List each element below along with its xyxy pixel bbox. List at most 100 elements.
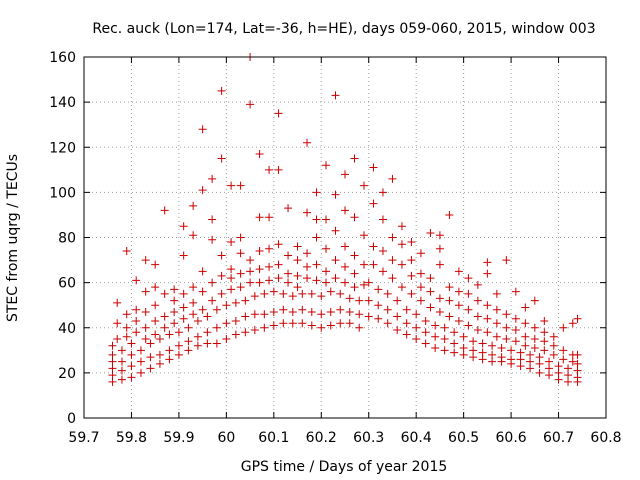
data-point [189, 298, 198, 307]
x-tick-label: 60 [217, 430, 235, 446]
data-point [303, 274, 312, 283]
data-point [303, 138, 312, 147]
data-point [435, 231, 444, 240]
data-point [412, 335, 421, 344]
data-point [407, 256, 416, 265]
x-tick-label: 60.7 [543, 430, 574, 446]
data-point [108, 371, 117, 380]
data-point [464, 305, 473, 314]
data-point [511, 326, 520, 335]
data-point [227, 285, 236, 294]
data-point [170, 319, 179, 328]
x-tick-label: 59.7 [68, 430, 99, 446]
data-point [545, 364, 554, 373]
y-tick-labels: 0 20 40 60 80 100 120 140 160 [49, 50, 76, 427]
data-point [359, 280, 368, 289]
chart-title: Rec. auck (Lon=174, Lat=-36, h=HE), days… [92, 21, 595, 37]
data-point [260, 289, 269, 298]
data-point [250, 292, 259, 301]
data-point [364, 312, 373, 321]
data-point [431, 321, 440, 330]
data-point [155, 335, 164, 344]
data-point [246, 267, 255, 276]
data-point [236, 269, 245, 278]
data-point [345, 307, 354, 316]
data-point [274, 240, 283, 249]
data-point [431, 344, 440, 353]
data-point [464, 274, 473, 283]
data-point [160, 312, 169, 321]
data-point [317, 310, 326, 319]
data-point [416, 269, 425, 278]
data-point [284, 269, 293, 278]
data-point [203, 339, 212, 348]
data-point [279, 289, 288, 298]
data-point [502, 256, 511, 265]
data-point [298, 305, 307, 314]
data-point [293, 271, 302, 280]
data-point [269, 307, 278, 316]
data-point [573, 373, 582, 382]
data-point [483, 314, 492, 323]
data-point [307, 307, 316, 316]
data-point [402, 305, 411, 314]
data-point [274, 274, 283, 283]
data-point [421, 316, 430, 325]
data-point [132, 316, 141, 325]
data-point [198, 267, 207, 276]
data-point [208, 215, 217, 224]
data-point [331, 256, 340, 265]
data-point [174, 341, 183, 350]
data-point [469, 346, 478, 355]
data-point [440, 323, 449, 332]
data-point [331, 91, 340, 100]
data-point [165, 346, 174, 355]
data-point [255, 213, 264, 222]
data-point [341, 242, 349, 251]
data-point [312, 188, 321, 197]
data-point [488, 357, 497, 366]
data-point [369, 163, 378, 172]
data-point [473, 326, 482, 335]
data-point [521, 319, 530, 328]
data-point [374, 301, 383, 310]
data-point [269, 287, 278, 296]
data-point [136, 368, 145, 377]
y-tick-label: 0 [67, 411, 76, 427]
data-point [160, 289, 169, 298]
data-point [208, 174, 217, 183]
data-point [355, 296, 364, 305]
data-point [445, 312, 454, 321]
data-point [459, 332, 468, 341]
data-point [526, 357, 535, 366]
data-point [364, 278, 373, 287]
data-point [535, 368, 544, 377]
data-point [246, 256, 255, 265]
data-point [170, 285, 179, 294]
data-point [445, 296, 454, 305]
data-point [549, 341, 558, 350]
data-point [483, 301, 492, 310]
data-point [350, 251, 359, 260]
data-point [241, 296, 250, 305]
data-point [217, 251, 226, 260]
data-point [184, 337, 193, 346]
data-point [193, 341, 202, 350]
data-point [322, 267, 331, 276]
data-point [393, 326, 402, 335]
data-point [440, 346, 449, 355]
data-point [469, 353, 478, 362]
data-point [122, 247, 131, 256]
data-point [516, 355, 525, 364]
data-point [535, 353, 544, 362]
data-point [497, 353, 506, 362]
data-point [141, 287, 150, 296]
data-point [540, 316, 549, 325]
data-point [378, 247, 387, 256]
data-point [412, 323, 421, 332]
data-point [469, 337, 478, 346]
data-point [573, 350, 582, 359]
data-point [151, 316, 160, 325]
x-tick-label: 59.9 [163, 430, 194, 446]
data-point [108, 377, 117, 386]
